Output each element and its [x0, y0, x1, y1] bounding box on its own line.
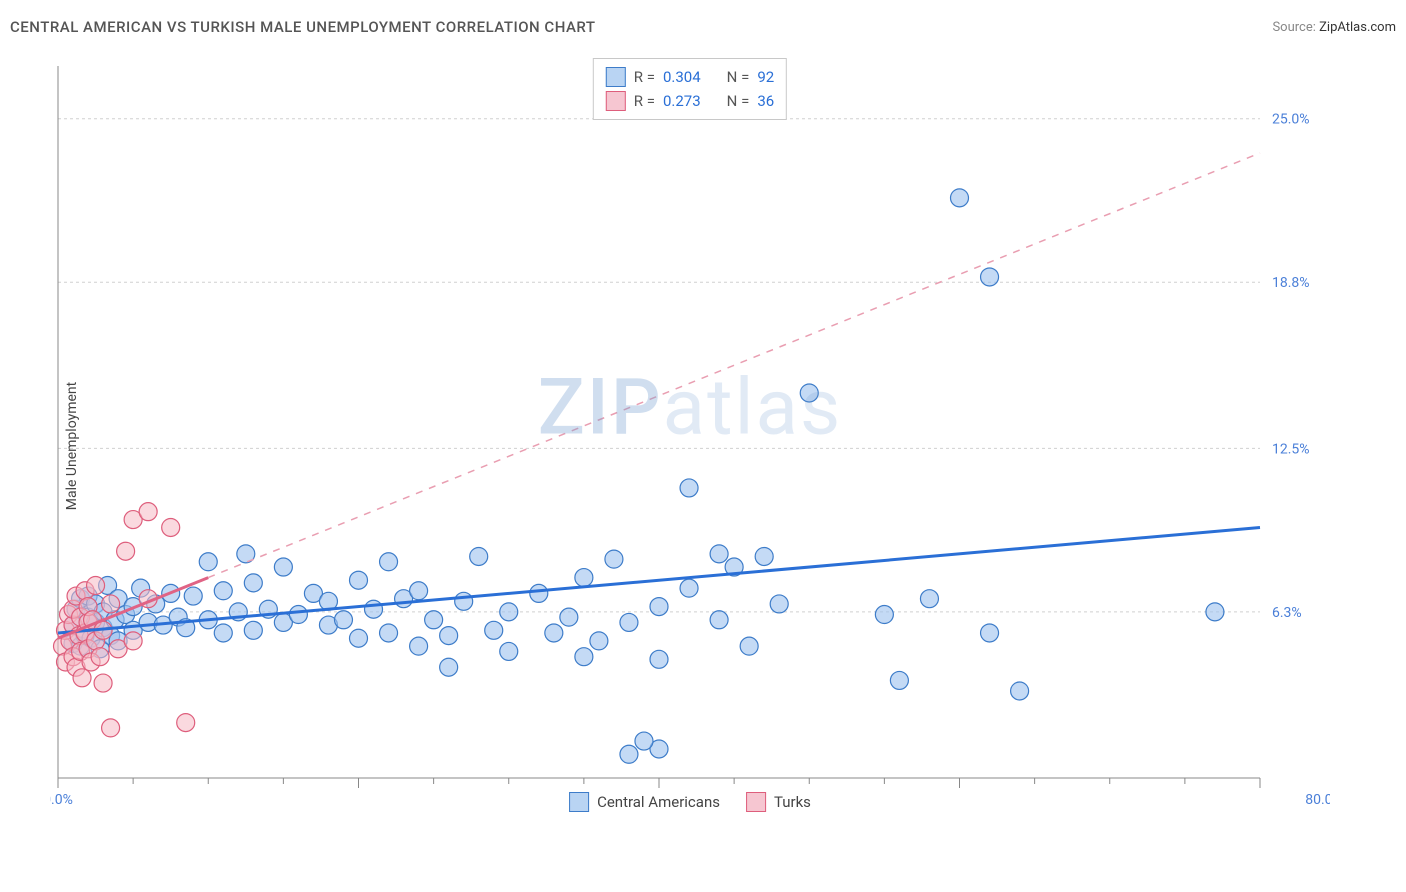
- svg-text:0.0%: 0.0%: [50, 792, 73, 808]
- corr-row: R = 0.304 N = 92: [606, 65, 774, 89]
- correlation-legend: R = 0.304 N = 92 R = 0.273 N = 36: [593, 58, 787, 120]
- r-value: 0.304: [663, 65, 701, 89]
- n-value: 92: [757, 65, 774, 89]
- source-label: Source:: [1272, 20, 1315, 35]
- swatch-icon: [606, 91, 626, 111]
- svg-text:6.3%: 6.3%: [1272, 605, 1302, 621]
- chart-title: CENTRAL AMERICAN VS TURKISH MALE UNEMPLO…: [10, 18, 596, 36]
- n-label: N =: [727, 65, 750, 89]
- svg-text:25.0%: 25.0%: [1272, 112, 1310, 128]
- svg-text:12.5%: 12.5%: [1272, 441, 1310, 457]
- scatter-chart: 0.0% 80.0% 6.3% 12.5% 18.8% 25.0%: [50, 58, 1330, 818]
- swatch-icon: [569, 792, 589, 812]
- plot-area: 0.0%80.0% 6.3%12.5%18.8%25.0% ZIPatlas R…: [50, 58, 1330, 818]
- legend-item: Central Americans: [569, 792, 720, 812]
- r-label: R =: [634, 65, 655, 89]
- swatch-icon: [606, 67, 626, 87]
- corr-row: R = 0.273 N = 36: [606, 89, 774, 113]
- n-value: 36: [757, 89, 774, 113]
- legend-label: Turks: [774, 793, 811, 811]
- r-value: 0.273: [663, 89, 701, 113]
- legend-item: Turks: [746, 792, 811, 812]
- svg-text:18.8%: 18.8%: [1272, 275, 1310, 291]
- svg-text:80.0%: 80.0%: [1305, 792, 1330, 808]
- source-attribution: Source: ZipAtlas.com: [1272, 20, 1396, 35]
- r-label: R =: [634, 89, 655, 113]
- n-label: N =: [727, 89, 750, 113]
- series-legend: Central Americans Turks: [569, 792, 811, 812]
- swatch-icon: [746, 792, 766, 812]
- source-value: ZipAtlas.com: [1319, 20, 1396, 35]
- legend-label: Central Americans: [597, 793, 720, 811]
